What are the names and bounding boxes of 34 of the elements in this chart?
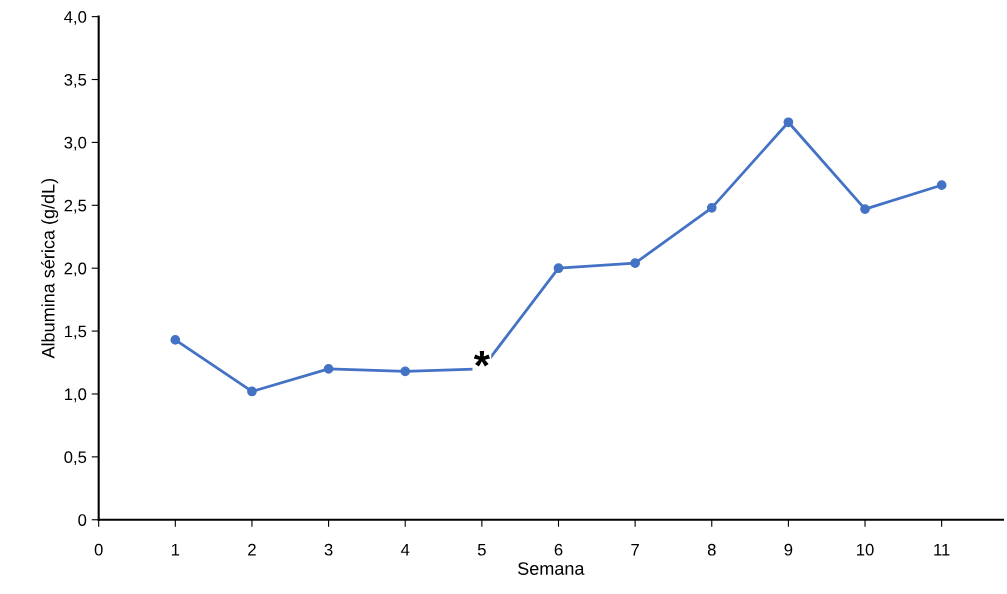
x-tick-label: 10 [857,543,874,556]
x-tick-label: 0 [94,543,103,556]
y-tick-label: 1,5 [64,325,87,340]
x-tick-label: 1 [171,543,180,556]
x-tick-label: 8 [707,543,716,556]
y-tick-label: 0,5 [64,451,87,466]
point [860,204,870,214]
x-tick-label: 5 [477,543,486,556]
x-tick-label: 4 [400,543,410,556]
point [553,263,564,274]
y-tick-label: 2,0 [64,262,87,277]
point [247,386,257,397]
y-tick-label: 2,5 [64,199,87,214]
point [706,202,717,213]
y-tick-label: 3,5 [64,73,87,88]
point [936,180,947,191]
point [630,258,640,269]
point [783,117,794,128]
x-tick-label: 7 [631,543,639,556]
x-tick-label: 2 [248,543,256,556]
point [170,335,181,345]
x-tick-label: 9 [784,543,793,556]
point [323,363,334,374]
x-tick-label: 6 [554,543,563,556]
x-tick-label: 3 [324,543,333,556]
x-axis-title: Semana [518,562,585,575]
y-tick-label: 4,0 [64,11,87,25]
y-tick-label: 1,0 [64,388,87,403]
y-tick-label: 0 [78,514,87,526]
annotation: * [473,350,490,367]
y-tick-label: 3,0 [64,136,87,151]
point [400,366,411,377]
y-axis-title: Albumina sérica (g/dL) [41,178,59,359]
x-tick-label: 11 [934,543,950,556]
